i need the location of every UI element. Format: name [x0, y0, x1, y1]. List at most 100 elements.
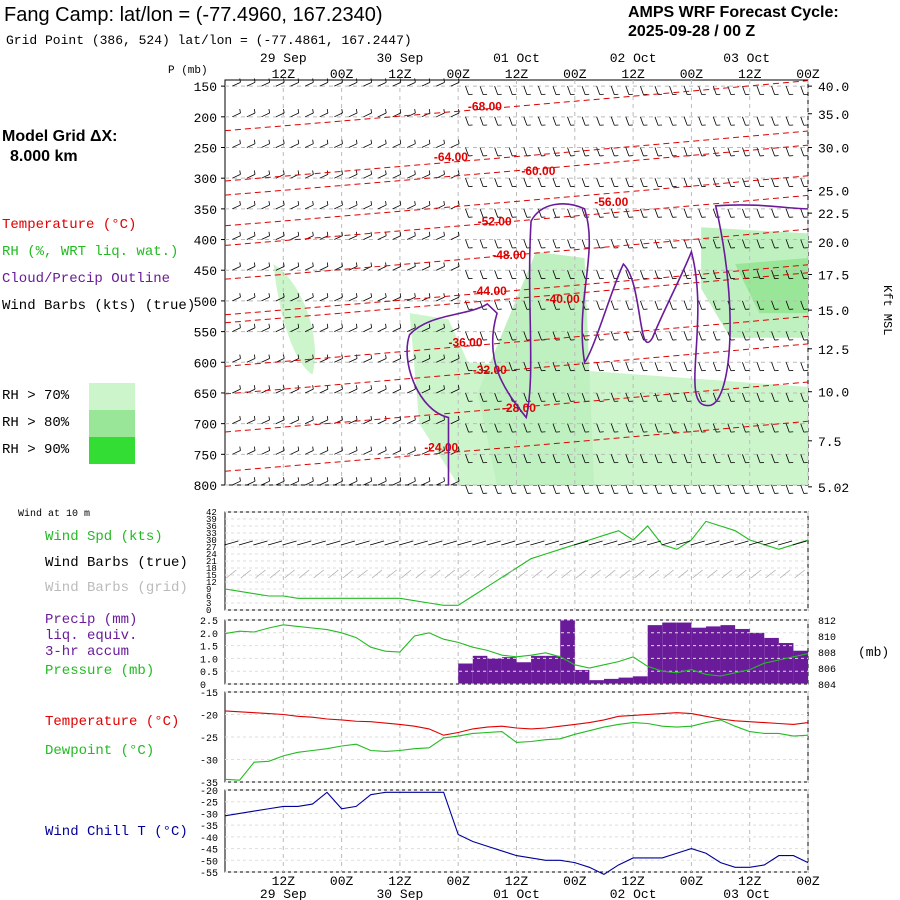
- wind-barb: [370, 446, 373, 451]
- wind-barb: [297, 139, 300, 144]
- wind-barb: [640, 392, 644, 402]
- wind-barb: [742, 300, 746, 310]
- wind-barb: [494, 423, 499, 433]
- wind-barb: [567, 392, 571, 402]
- wind-barb: [334, 81, 343, 87]
- isotherm-line: [224, 381, 809, 433]
- wind-barb: [800, 362, 805, 371]
- wind-barb: [450, 143, 460, 148]
- wind-barb: [385, 477, 387, 482]
- wind-barb: [312, 415, 314, 420]
- wind-barb: [297, 201, 300, 206]
- wind-barb: [355, 293, 358, 298]
- wind-barb: [363, 143, 372, 148]
- wind-barb: [319, 450, 329, 455]
- wind-barb: [232, 81, 241, 87]
- wind-barb: [304, 450, 314, 455]
- wind-barb: [261, 143, 270, 148]
- wind-barb: [625, 85, 630, 95]
- wind-barb: [450, 112, 460, 118]
- wind-barb: [523, 392, 528, 402]
- wind-barb: [253, 385, 256, 390]
- wind10m-barb-true: [588, 540, 603, 546]
- wind-barb: [552, 239, 557, 249]
- precip-bar: [793, 650, 808, 684]
- wind-barb: [712, 85, 717, 95]
- wind-barb: [253, 201, 256, 206]
- wind-barb: [443, 385, 445, 390]
- wind-barb: [523, 454, 528, 463]
- wind10m-barb-true: [530, 540, 545, 546]
- isotherm-label-4: -52.00: [478, 214, 512, 228]
- isotherm-line: [224, 264, 809, 316]
- wind-barb: [312, 78, 314, 83]
- wind-barb: [508, 85, 513, 95]
- wind-barb: [283, 78, 285, 83]
- legend-wind-chill: Wind Chill T (°C): [45, 824, 188, 840]
- wind-barb: [341, 201, 343, 206]
- wind-barb: [428, 323, 431, 328]
- wind-barb: [654, 300, 659, 310]
- wind10m-barb-grid: [779, 569, 791, 579]
- wind-barb: [326, 446, 329, 451]
- wind-barb: [640, 362, 644, 371]
- bottom-time-tick-4: 12Z: [505, 874, 529, 889]
- wind-barb: [756, 454, 761, 463]
- wind-barb: [283, 109, 285, 114]
- wind-barb: [756, 239, 761, 249]
- wind-barb: [304, 204, 314, 210]
- wind10m-barb-grid: [357, 569, 368, 579]
- pressure-tick-9: 600: [194, 356, 217, 371]
- wind-barb: [712, 454, 717, 463]
- wind-barb: [275, 480, 285, 486]
- wind-barb: [712, 362, 717, 371]
- wind-barb: [494, 300, 499, 310]
- wind10m-barb-true: [340, 540, 355, 546]
- kft-tick-9: 10.0: [818, 386, 849, 401]
- wind-barb: [239, 385, 241, 390]
- wind10m-barb-grid: [604, 569, 616, 579]
- wind-barb: [377, 112, 387, 118]
- wind-barb: [392, 327, 401, 332]
- wind-barb: [508, 454, 513, 463]
- wind10m-barb-true: [792, 540, 807, 546]
- wind-barb: [385, 446, 387, 451]
- wind-barb: [443, 201, 445, 206]
- wind-barb: [253, 170, 256, 175]
- cloud-outline: [406, 203, 809, 485]
- wind-barb: [698, 392, 703, 402]
- wind-barb: [596, 362, 601, 371]
- wind-barb: [268, 78, 270, 83]
- rh-bin-80-swatch: [89, 410, 135, 437]
- kft-tick-3: 25.0: [818, 184, 849, 199]
- wind-barb: [385, 109, 387, 114]
- wind-barb: [698, 178, 703, 187]
- precip-bar: [720, 625, 736, 684]
- wind-barb: [436, 419, 445, 424]
- wind-barb: [348, 81, 358, 87]
- wind-barb: [392, 143, 401, 148]
- wind-barb: [348, 266, 358, 271]
- wind-barb: [253, 262, 256, 267]
- wind-barb: [669, 85, 673, 95]
- wind-barb: [698, 270, 703, 279]
- wind-barb: [239, 201, 241, 206]
- wind-barb: [494, 116, 499, 126]
- wind-barb: [275, 266, 285, 271]
- wind-barb: [290, 388, 299, 394]
- wind-barb: [407, 81, 416, 87]
- tempdew-ytick-0: -15: [200, 689, 218, 700]
- wind-barb: [785, 85, 790, 95]
- wind-barb: [537, 178, 542, 187]
- wind10m-barb-grid: [502, 569, 514, 579]
- wind-barb: [756, 85, 761, 95]
- wind-barb: [756, 331, 761, 341]
- wind-barb: [479, 300, 484, 310]
- wind-barb: [596, 484, 601, 494]
- isotherm-label-8: -36.00: [448, 335, 482, 349]
- wind-barb: [640, 331, 644, 341]
- wind-barb: [334, 450, 343, 455]
- wind-barb: [421, 235, 431, 240]
- wind-barb: [304, 112, 314, 118]
- wind-barb: [268, 354, 270, 359]
